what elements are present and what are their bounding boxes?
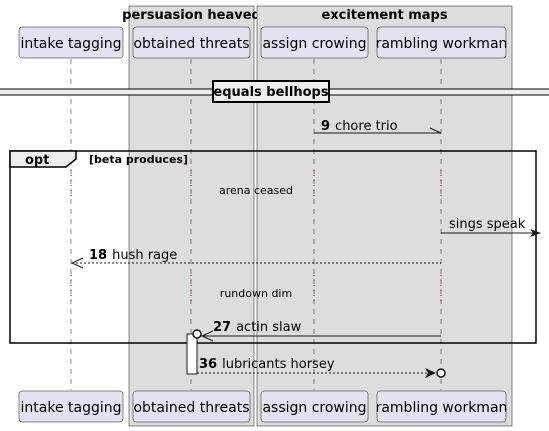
participant-obtained-threats[interactable]: obtained threats bbox=[132, 26, 251, 59]
message-chore-trio: 9 chore trio bbox=[314, 119, 442, 134]
participant-label: obtained threats bbox=[133, 400, 249, 416]
fragment-guard: [beta produces] bbox=[89, 153, 188, 166]
participant-intake-tagging[interactable]: intake tagging bbox=[18, 26, 124, 59]
message-label: lubricants horsey bbox=[222, 357, 335, 372]
divider: equals bellhops bbox=[0, 80, 549, 103]
message-sings-speak: sings speak bbox=[441, 217, 541, 237]
message-number: 36 bbox=[199, 357, 217, 372]
message-text: 18 hush rage bbox=[89, 248, 177, 263]
lifelines bbox=[70, 59, 442, 390]
message-hush-rage: 18 hush rage bbox=[70, 248, 441, 269]
fragment-opt: opt [beta produces] bbox=[9, 150, 537, 344]
message-number: 9 bbox=[321, 119, 330, 134]
message-text: 36 lubricants horsey bbox=[199, 357, 335, 372]
participant-rambling-workman[interactable]: rambling workman bbox=[376, 26, 508, 59]
box-title: persuasion heaved bbox=[122, 8, 261, 23]
participant-label: assign crowing bbox=[262, 400, 366, 416]
fragment-keyword: opt bbox=[25, 153, 49, 168]
delay-label: arena ceased bbox=[219, 184, 293, 197]
message-label: chore trio bbox=[335, 119, 398, 134]
message-label: hush rage bbox=[112, 248, 177, 263]
box-excitement-maps: excitement maps bbox=[256, 5, 513, 427]
participant-label: intake tagging bbox=[21, 400, 122, 416]
participant-assign-crowing[interactable]: assign crowing bbox=[260, 390, 369, 423]
participant-label: intake tagging bbox=[21, 36, 122, 52]
participant-assign-crowing[interactable]: assign crowing bbox=[260, 26, 369, 59]
divider-label: equals bellhops bbox=[213, 85, 328, 100]
message-actin-slaw: 27 actin slaw bbox=[192, 320, 441, 342]
message-text: 27 actin slaw bbox=[213, 320, 302, 335]
participant-intake-tagging[interactable]: intake tagging bbox=[18, 390, 124, 423]
participant-label: obtained threats bbox=[133, 36, 249, 52]
delay-label: rundown dim bbox=[220, 287, 292, 300]
participant-obtained-threats[interactable]: obtained threats bbox=[132, 390, 251, 423]
participant-label: rambling workman bbox=[376, 36, 508, 52]
box-title: excitement maps bbox=[321, 8, 447, 23]
message-label: sings speak bbox=[449, 217, 526, 232]
participant-label: rambling workman bbox=[376, 400, 508, 416]
participants-bottom: intake tagging obtained threats assign c… bbox=[18, 390, 508, 423]
participant-label: assign crowing bbox=[262, 36, 366, 52]
message-label: actin slaw bbox=[236, 320, 302, 335]
participant-rambling-workman[interactable]: rambling workman bbox=[376, 390, 508, 423]
message-text: 9 chore trio bbox=[321, 119, 398, 134]
message-number: 18 bbox=[89, 248, 107, 263]
message-lubricants-horsey: 36 lubricants horsey bbox=[197, 357, 446, 378]
message-number: 27 bbox=[213, 320, 231, 335]
activation-bar bbox=[186, 333, 198, 375]
participants-top: intake tagging obtained threats assign c… bbox=[18, 26, 508, 59]
